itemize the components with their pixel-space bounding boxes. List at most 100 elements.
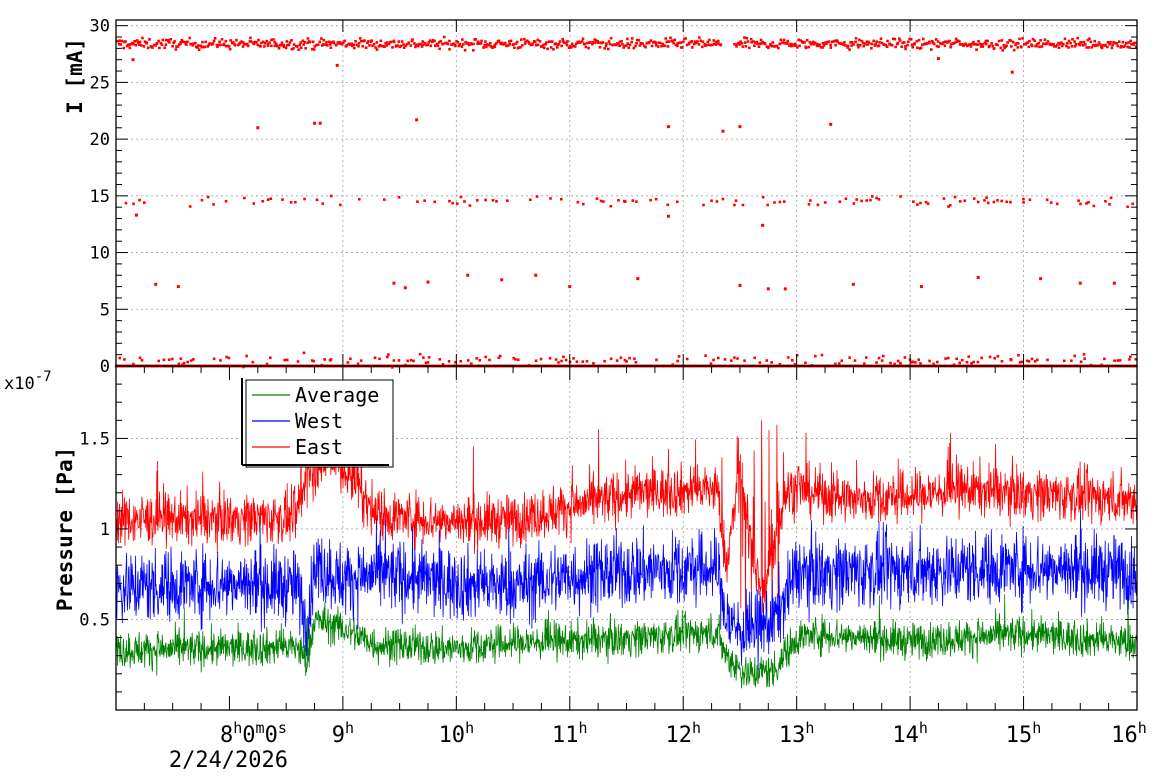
- current-point: [423, 199, 426, 202]
- current-point: [252, 42, 256, 46]
- current-point: [138, 356, 142, 360]
- current-point: [676, 359, 679, 363]
- current-point: [819, 46, 823, 49]
- current-point: [554, 42, 557, 45]
- current-point: [919, 285, 923, 289]
- current-point: [1097, 41, 1101, 44]
- current-point: [1090, 46, 1094, 49]
- current-point: [637, 39, 641, 42]
- current-point: [472, 42, 475, 46]
- current-point: [623, 200, 627, 203]
- current-point: [560, 197, 563, 201]
- current-point: [750, 41, 753, 44]
- current-point: [424, 361, 428, 365]
- current-point: [890, 43, 894, 47]
- current-point: [186, 360, 189, 364]
- current-point: [493, 45, 497, 49]
- current-point: [244, 43, 248, 46]
- current-point: [733, 356, 736, 359]
- current-point: [650, 44, 654, 48]
- current-point: [870, 195, 874, 198]
- current-point: [370, 39, 373, 42]
- current-point: [1116, 359, 1120, 362]
- current-point: [778, 42, 782, 46]
- current-point: [569, 46, 573, 49]
- current-point: [656, 45, 660, 48]
- current-point: [505, 44, 508, 48]
- current-point: [241, 45, 245, 48]
- current-point: [253, 40, 257, 44]
- current-point: [379, 39, 383, 43]
- current-point: [192, 42, 195, 45]
- current-point: [123, 358, 126, 361]
- current-point: [808, 41, 812, 44]
- current-point: [527, 42, 531, 45]
- current-point: [837, 362, 841, 365]
- current-point: [316, 43, 320, 46]
- current-point: [462, 43, 465, 46]
- current-point: [219, 43, 222, 47]
- current-point: [464, 40, 467, 44]
- current-point: [788, 44, 791, 47]
- current-point: [172, 41, 175, 45]
- current-point: [340, 42, 344, 46]
- current-point: [661, 42, 665, 46]
- current-point: [974, 42, 978, 46]
- current-point: [560, 44, 563, 48]
- current-point: [1031, 37, 1035, 41]
- current-point: [880, 359, 884, 362]
- current-point: [1132, 43, 1136, 46]
- current-point: [564, 41, 568, 45]
- current-point: [960, 42, 963, 46]
- current-point: [218, 40, 221, 44]
- current-point: [793, 363, 797, 366]
- current-point: [641, 42, 644, 46]
- current-point: [154, 282, 158, 286]
- current-point: [615, 359, 619, 362]
- current-point: [996, 354, 1000, 358]
- current-point: [990, 42, 993, 45]
- current-point: [262, 40, 265, 44]
- current-point: [1005, 44, 1008, 47]
- current-point: [963, 199, 967, 203]
- current-point: [617, 42, 620, 46]
- current-point: [162, 358, 166, 362]
- current-point: [977, 39, 980, 43]
- current-point: [199, 44, 203, 48]
- current-point: [916, 203, 919, 206]
- current-point: [529, 198, 532, 202]
- current-point: [754, 41, 757, 44]
- current-point: [219, 359, 222, 362]
- current-point: [349, 357, 352, 361]
- current-point: [874, 42, 878, 46]
- current-point: [390, 366, 394, 369]
- current-point: [676, 41, 680, 45]
- current-point: [796, 46, 799, 49]
- current-point: [976, 200, 980, 204]
- current-point: [383, 45, 386, 48]
- current-point: [375, 41, 379, 44]
- current-point: [920, 43, 924, 46]
- current-point: [122, 46, 126, 50]
- current-point: [273, 40, 276, 44]
- current-point: [783, 287, 787, 291]
- current-point: [917, 38, 921, 42]
- current-point: [1021, 37, 1024, 40]
- current-point: [926, 202, 930, 205]
- y-exponent-label: x10-7: [4, 369, 52, 394]
- current-point: [531, 42, 534, 46]
- current-point: [200, 198, 204, 202]
- current-point: [955, 357, 958, 361]
- current-point: [972, 360, 976, 364]
- current-point: [1078, 281, 1082, 285]
- current-point: [921, 37, 925, 41]
- current-point: [976, 43, 979, 47]
- current-point: [154, 44, 157, 47]
- current-point: [454, 360, 457, 364]
- current-point: [930, 48, 933, 51]
- current-point: [778, 363, 782, 366]
- current-point: [392, 40, 396, 44]
- current-point: [409, 358, 413, 362]
- current-point: [442, 35, 446, 39]
